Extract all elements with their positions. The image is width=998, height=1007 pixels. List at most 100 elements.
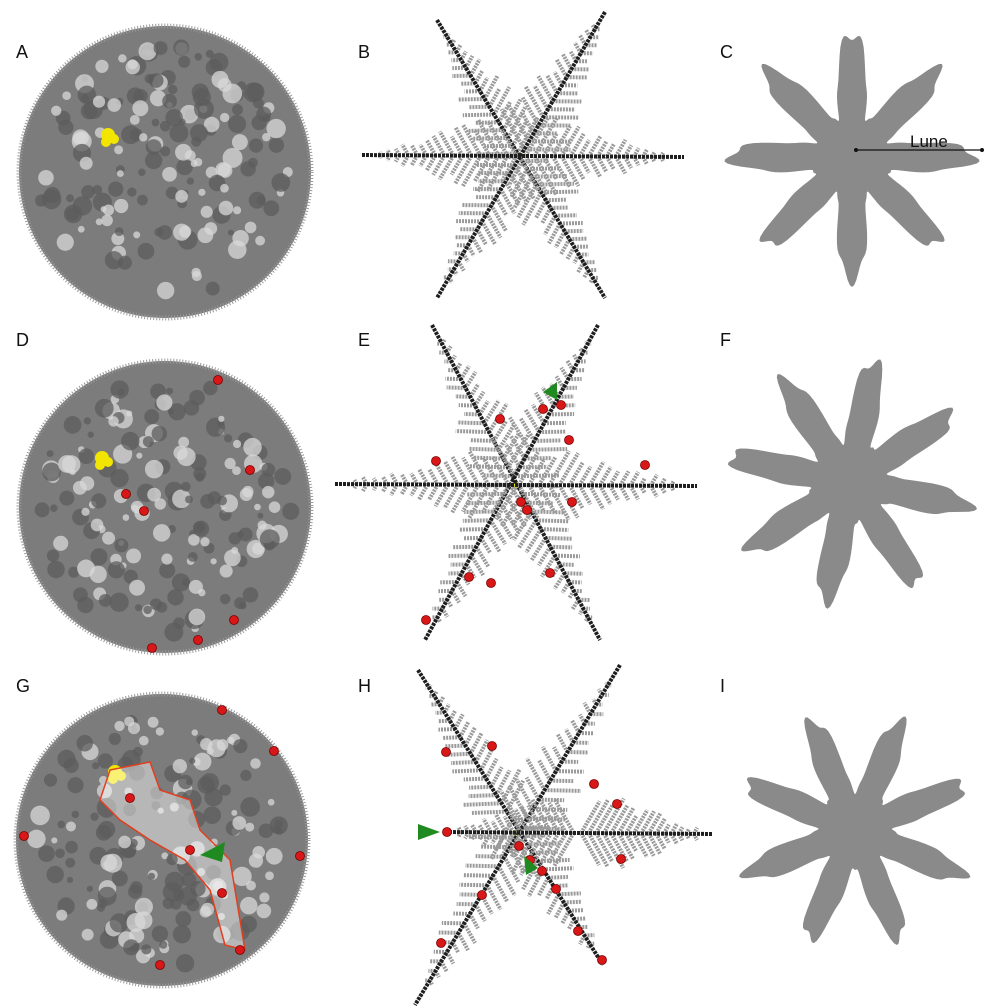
disk-spot (232, 816, 246, 830)
disk-spot (51, 837, 57, 843)
branch (562, 156, 579, 186)
panel-label: H (358, 676, 371, 696)
disk-spot (249, 138, 263, 152)
branch (463, 115, 494, 116)
disk-spot (256, 107, 271, 122)
disk-spot (86, 899, 97, 910)
disk-spot (181, 482, 191, 492)
disk-spot (143, 436, 154, 447)
branch (461, 366, 469, 379)
disk-spot (162, 167, 177, 182)
figure: A B C D E F G H I Lune (0, 0, 998, 1007)
branch (600, 467, 611, 486)
disk-spot (127, 59, 137, 69)
bead (539, 405, 548, 414)
disk-spot (101, 215, 113, 227)
disk-spot (266, 848, 283, 865)
disk-spot (223, 148, 243, 168)
disk-spot (178, 56, 190, 68)
branch (466, 372, 476, 388)
bead (126, 794, 135, 803)
disk-spot (118, 389, 124, 395)
disk-spot (232, 134, 248, 150)
disk-spot (110, 593, 129, 612)
disk-spot (227, 737, 234, 744)
disk-spot (220, 113, 229, 122)
branch (539, 761, 550, 781)
disk-spot (55, 848, 65, 858)
disk-spot (108, 416, 118, 426)
star-blob (728, 360, 977, 609)
axis-chain (362, 155, 684, 157)
disk-spot (57, 234, 74, 251)
branch (610, 486, 618, 500)
disk-spot (62, 91, 71, 100)
branch (447, 387, 466, 388)
disk-spot (78, 226, 85, 233)
bead (442, 748, 451, 757)
disk-spot (77, 735, 94, 752)
branch (464, 923, 475, 943)
branch (457, 582, 466, 596)
disk-spot (137, 195, 148, 206)
bead (465, 573, 474, 582)
disk-spot (98, 821, 115, 838)
disk-spot (206, 282, 220, 296)
disk-spot (149, 73, 164, 88)
disk-spot (253, 98, 264, 109)
disk-spot (243, 587, 258, 602)
disk-spot (259, 892, 269, 902)
disk-spot (272, 826, 280, 834)
disk-spot (228, 115, 246, 133)
disk-spot (250, 758, 261, 769)
branch (549, 451, 569, 485)
disk-spot (35, 502, 50, 517)
branch (556, 231, 565, 247)
bead (422, 616, 431, 625)
disk-spot (64, 205, 83, 224)
disk-spot (84, 417, 91, 424)
disk-spot (67, 877, 73, 883)
disk-spot (90, 548, 107, 565)
disk-spot (224, 549, 241, 566)
disk-spot (193, 753, 211, 771)
disk-spot (269, 138, 284, 153)
disk-spot (47, 450, 54, 457)
disk-spot (66, 194, 74, 202)
disk-spot (115, 227, 124, 236)
disk-spot (240, 897, 258, 915)
bead (565, 436, 574, 445)
disk-spot (172, 573, 190, 591)
disk-spot (193, 467, 206, 480)
disk-spot (189, 758, 195, 764)
disk-spot (173, 925, 191, 943)
branch (459, 529, 486, 530)
branch (559, 893, 581, 894)
disk-spot (90, 566, 107, 583)
disk-spot (219, 201, 234, 216)
disk-spot (81, 185, 95, 199)
disk-spot (79, 448, 95, 464)
branch (543, 868, 573, 869)
disk-spot (190, 124, 208, 142)
panel-label: E (358, 330, 370, 350)
bead (194, 636, 203, 645)
disk-spot (259, 823, 274, 838)
branch (580, 715, 585, 724)
disk-spot (269, 501, 281, 513)
disk-spot (95, 60, 108, 73)
disk-spot (258, 520, 267, 529)
disk-spot (156, 727, 164, 735)
bead (598, 956, 607, 965)
disk-spot (114, 199, 128, 213)
annotation: Lune (910, 132, 948, 151)
branch (630, 486, 638, 500)
branch (580, 467, 591, 486)
branch (455, 156, 471, 184)
disk-spot (38, 845, 55, 862)
branch (469, 787, 491, 788)
branch (452, 485, 468, 513)
disk-spot (265, 871, 274, 880)
branch (626, 816, 636, 833)
branch (483, 458, 498, 485)
